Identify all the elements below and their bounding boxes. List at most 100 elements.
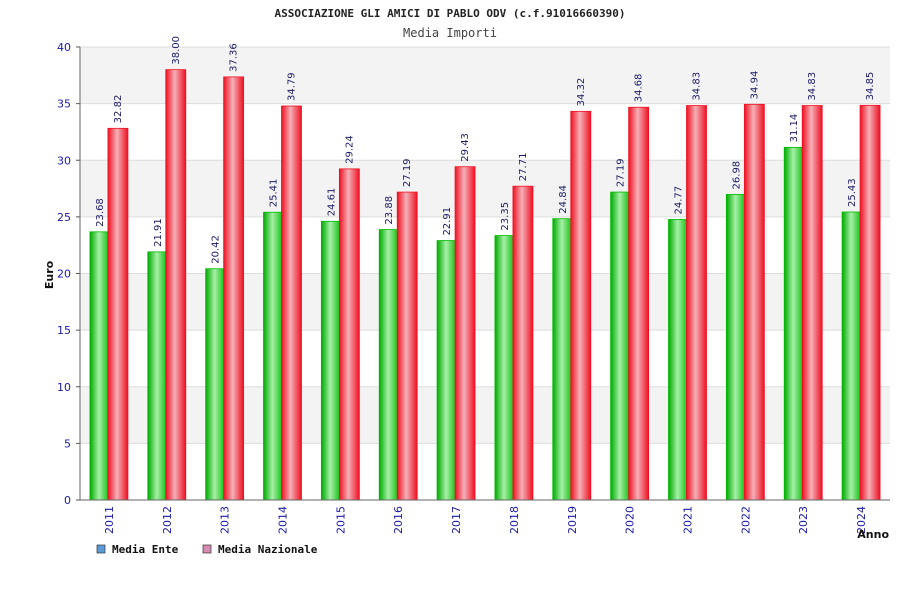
bar-media-nazionale: [743, 103, 765, 501]
y-tick-label: 0: [64, 494, 71, 507]
bar-media-nazionale: [107, 127, 129, 501]
bar-media-nazionale: [223, 76, 245, 501]
y-tick-labels: 0 5 10 15 20 25 30 35 40: [57, 41, 71, 507]
y-tick-label: 10: [57, 381, 71, 394]
plot-band: [80, 216, 890, 274]
bar-media-ente: [783, 146, 805, 501]
data-label: 38.00: [171, 36, 182, 65]
x-tick-labels: 2011 2012 2013 2014 2015 2016 2017 2018 2019 2020…: [103, 506, 868, 534]
bar-media-nazionale: [686, 105, 707, 501]
bar-media-ente: [263, 211, 284, 501]
bar-media-ente: [378, 229, 400, 501]
y-tick-label: 20: [57, 268, 71, 281]
bar-media-ente: [841, 211, 863, 501]
bar-media-nazionale: [338, 168, 360, 501]
data-label: 34.83: [807, 72, 818, 101]
data-label: 27.71: [518, 153, 529, 182]
x-tick-label: 2022: [739, 506, 752, 534]
y-tick-label: 30: [57, 154, 71, 167]
data-label: 23.88: [384, 196, 395, 225]
data-label: 31.14: [789, 114, 800, 143]
bar-media-ente: [668, 219, 689, 501]
legend-swatch: [202, 544, 212, 554]
x-tick-label: 2014: [277, 506, 290, 534]
data-label: 29.43: [460, 133, 471, 162]
data-label: 24.61: [326, 188, 337, 217]
data-label: 26.98: [731, 161, 742, 190]
plot-band: [80, 103, 890, 161]
y-tick-label: 40: [57, 41, 71, 54]
plot-band: [80, 273, 890, 331]
data-label: 34.83: [692, 72, 703, 101]
bar-media-nazionale: [396, 191, 418, 501]
chart-title: ASSOCIAZIONE GLI AMICI DI PABLO ODV (c.f…: [275, 7, 626, 20]
data-label: 27.19: [402, 158, 413, 187]
data-label: 27.19: [616, 158, 627, 187]
legend-label: Media Ente: [112, 543, 179, 556]
y-tick-label: 25: [57, 211, 71, 224]
x-tick-label: 2018: [508, 506, 521, 534]
y-tick-label: 15: [57, 324, 71, 337]
x-tick-label: 2011: [103, 506, 116, 534]
x-tick-label: 2016: [392, 506, 405, 534]
x-tick-label: 2013: [219, 506, 232, 534]
data-label: 21.91: [153, 218, 164, 247]
data-label: 25.43: [847, 178, 858, 207]
bar-media-nazionale: [570, 110, 592, 501]
data-label: 32.82: [113, 95, 124, 124]
bar-media-ente: [205, 268, 227, 501]
x-tick-label: 2023: [797, 506, 810, 534]
plot-band: [80, 386, 890, 444]
bar-media-ente: [725, 194, 747, 501]
data-label: 20.42: [211, 235, 222, 264]
data-label: 34.32: [576, 78, 587, 107]
x-tick-label: 2017: [450, 506, 463, 534]
bars: [89, 69, 881, 501]
y-axis-title: Euro: [43, 260, 56, 289]
x-tick-label: 2021: [682, 506, 695, 534]
bar-media-nazionale: [454, 166, 476, 501]
data-label: 34.68: [634, 74, 645, 103]
bar-media-ente: [494, 235, 516, 501]
legend: Media Ente Media Nazionale: [96, 543, 318, 556]
bar-media-ente: [552, 218, 574, 501]
data-label: 24.84: [558, 185, 569, 214]
data-label: 23.35: [500, 202, 511, 231]
data-label: 23.68: [95, 198, 106, 227]
data-label: 37.36: [229, 43, 240, 72]
bar-media-ente: [89, 231, 111, 501]
x-tick-label: 2015: [334, 506, 347, 534]
x-tick-label: 2019: [566, 506, 579, 534]
bar-media-nazionale: [165, 69, 187, 501]
bar-media-nazionale: [628, 106, 650, 501]
x-tick-label: 2020: [624, 506, 637, 534]
y-tick-label: 35: [57, 98, 71, 111]
data-label: 25.41: [269, 179, 280, 208]
bar-media-nazionale: [801, 105, 823, 501]
plot-band: [80, 330, 890, 387]
data-labels: 23.68 21.91 20.42 25.41 24.61 23.88 22.91 23.35…: [95, 36, 876, 264]
x-tick-label: 2012: [161, 506, 174, 534]
chart-subtitle: Media Importi: [403, 26, 497, 40]
axes: [79, 47, 890, 501]
bar-media-ente: [147, 251, 169, 501]
data-label: 24.77: [674, 186, 685, 215]
data-label: 34.94: [749, 71, 760, 100]
data-label: 22.91: [442, 207, 453, 236]
plot-band: [80, 443, 890, 500]
bar-media-ente: [436, 240, 458, 501]
bar-media-nazionale: [859, 104, 881, 501]
bar-media-nazionale: [281, 105, 302, 501]
plot-band: [80, 160, 890, 217]
data-label: 34.85: [865, 72, 876, 101]
y-tick-label: 5: [64, 437, 71, 450]
data-label: 34.79: [287, 72, 298, 101]
x-tick-label: 2024: [855, 506, 868, 534]
x-axis-title: Anno: [857, 528, 889, 541]
plot-band: [80, 47, 890, 104]
bar-media-ente: [320, 220, 342, 501]
data-label: 29.24: [344, 135, 355, 164]
legend-label: Media Nazionale: [218, 543, 318, 556]
bar-media-ente: [610, 191, 632, 501]
